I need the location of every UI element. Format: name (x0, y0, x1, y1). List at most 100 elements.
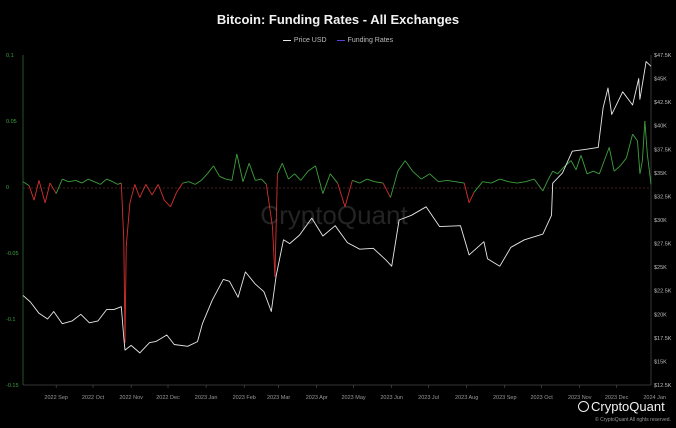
legend-item-funding[interactable]: Funding Rates (336, 37, 393, 44)
funding-rate-segment (366, 178, 375, 183)
funding-rate-segment (124, 246, 127, 343)
funding-rate-segment (265, 184, 273, 227)
funding-rate-segment (542, 180, 549, 192)
funding-rate-segment (525, 178, 535, 183)
funding-rate-segment (117, 182, 122, 185)
funding-rate-segment (468, 192, 475, 204)
funding-rate-segment (182, 181, 190, 184)
funding-rate-segment (219, 176, 226, 180)
funding-rate-segment (641, 120, 646, 161)
funding-rate-segment (499, 178, 509, 183)
right-tick-label: $47.5K (654, 53, 672, 59)
funding-rate-segment (397, 160, 406, 172)
right-tick-label: $42.5K (654, 100, 672, 106)
right-tick-label: $30K (654, 218, 667, 224)
funding-rate-segment (38, 180, 46, 203)
cryptoquant-logo: CryptoQuant (578, 399, 665, 414)
funding-rate-segment (404, 160, 413, 172)
funding-rate-segment (646, 153, 652, 185)
funding-rate-segment (87, 178, 95, 183)
funding-rate-segment (81, 178, 89, 184)
funding-rate-segment (374, 181, 384, 184)
logo-text: CryptoQuant (591, 399, 665, 414)
x-tick-label: 2023 Jul (418, 395, 439, 401)
x-tick-label: 2023 Jan (195, 395, 218, 401)
left-tick-label: 0 (6, 185, 9, 191)
funding-rate-segment (106, 178, 113, 183)
funding-rate-segment (49, 182, 57, 194)
funding-rate-segment (508, 181, 518, 184)
x-axis-ticks: 2022 Sep 2022 Oct 2022 Nov 2022 Dec 2023 Jan… (44, 385, 666, 401)
funding-rate-segment (625, 134, 634, 159)
funding-rate-segment (157, 184, 165, 201)
x-tick-label: 2022 Dec (156, 395, 180, 401)
legend-swatch-funding (336, 39, 345, 41)
funding-rate-segment (145, 184, 153, 196)
price-line (22, 61, 652, 354)
funding-rate-segment (300, 170, 309, 181)
funding-rate-segment (188, 181, 196, 185)
funding-rate-segment (33, 180, 40, 201)
chart-watermark: CryptoQuant (260, 200, 408, 230)
funding-rate-segment (62, 178, 69, 183)
funding-rate-segment (586, 170, 594, 175)
funding-rate-segment (390, 171, 399, 198)
funding-rate-segment (294, 173, 302, 181)
x-tick-label: 2022 Oct (82, 395, 105, 401)
funding-rate-segment (206, 165, 214, 175)
funding-rate-segment (557, 166, 565, 175)
right-tick-label: $32.5K (654, 194, 672, 200)
legend-swatch-price (282, 39, 291, 41)
right-tick-label: $22.5K (654, 289, 672, 295)
funding-rate-segment (322, 173, 331, 194)
funding-rate-segment (276, 163, 283, 174)
funding-rate-segment (213, 165, 221, 177)
funding-rate-segment (22, 181, 30, 187)
x-tick-label: 2023 Mar (267, 395, 290, 401)
funding-rate-segment (337, 182, 346, 207)
right-tick-label: $15K (654, 359, 667, 365)
x-tick-label: 2024 Jan (643, 395, 666, 401)
funding-rate-segment (593, 170, 600, 175)
funding-rate-segment (139, 184, 147, 198)
copyright-text: © CryptoQuant All rights reserved. (595, 417, 671, 423)
funding-rate-segment (272, 226, 276, 277)
funding-rate-segment (120, 183, 125, 240)
funding-rate-segment (75, 179, 83, 184)
funding-rate-segment (420, 173, 431, 180)
funding-rate-segment (288, 173, 295, 180)
legend-item-price[interactable]: Price USD (282, 37, 327, 44)
funding-rate-segment (236, 153, 244, 182)
funding-rate-segment (619, 157, 627, 167)
funding-rate-segment (231, 153, 238, 181)
funding-rate-segment (134, 184, 141, 198)
funding-rate-segment (125, 202, 131, 247)
funding-rate-segment (491, 178, 501, 184)
x-tick-label: 2023 Feb (233, 395, 256, 401)
funding-rate-segment (482, 181, 492, 184)
funding-rate-segment (603, 147, 610, 161)
funding-rate-segment (359, 178, 368, 184)
funding-rate-segment (164, 199, 171, 208)
funding-rate-segment (28, 185, 35, 201)
funding-rate-segment (639, 160, 643, 174)
funding-rate-segment (412, 170, 422, 180)
left-tick-label: 0.05 (6, 119, 17, 125)
right-tick-label: $35K (654, 171, 667, 177)
funding-rate-segment (382, 182, 391, 198)
funding-rate-segment (225, 178, 233, 181)
left-tick-label: -0.05 (6, 251, 19, 257)
x-tick-label: 2023 Oct (530, 395, 553, 401)
right-tick-label: $17.5K (654, 336, 672, 342)
funding-rate-segment (463, 182, 470, 203)
funding-rate-segment (533, 178, 544, 192)
x-tick-label: 2022 Nov (119, 395, 143, 401)
funding-rate-segment (248, 163, 256, 181)
funding-rate-segment (547, 170, 554, 181)
chart-legend: Price USD Funding Rates (0, 37, 676, 44)
funding-rate-segment (446, 179, 456, 183)
funding-rate-segment (608, 147, 615, 172)
left-tick-label: 0.1 (6, 53, 14, 59)
funding-rate-segment (598, 160, 605, 174)
